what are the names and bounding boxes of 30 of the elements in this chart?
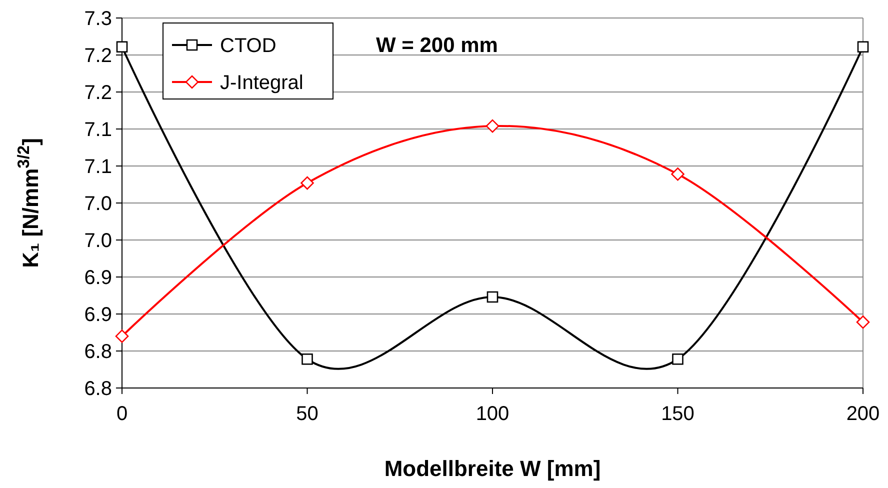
point — [486, 291, 498, 303]
point — [486, 119, 500, 133]
point — [671, 167, 684, 181]
y-tick-label: 6.9 — [84, 304, 112, 326]
y-tick-label: 7.1 — [84, 119, 112, 141]
point — [857, 41, 869, 53]
y-tick-label: 7.2 — [84, 82, 112, 104]
y-tick-label: 7.0 — [84, 230, 112, 252]
x-tick-label: 150 — [661, 403, 694, 425]
point — [856, 315, 870, 329]
y-tick-label: 7.3 — [84, 8, 112, 30]
y-tick-label: 6.9 — [84, 267, 112, 289]
point — [300, 176, 314, 190]
point — [672, 353, 684, 365]
x-tick-label: 200 — [846, 403, 880, 425]
y-tick-label: 7.2 — [84, 45, 112, 67]
x-tick-label: 100 — [476, 403, 510, 425]
y-tick-label: 7.1 — [84, 156, 112, 178]
legend-label: J-Integral — [220, 72, 304, 94]
point — [115, 330, 129, 343]
legend-label: CTOD — [220, 35, 276, 57]
point — [116, 41, 128, 53]
annotation: W = 200 mm — [376, 34, 498, 57]
x-tick-label: 0 — [116, 403, 128, 425]
y-tick-label: 6.8 — [84, 341, 112, 363]
point — [302, 353, 313, 365]
x-axis-title: Modellbreite W [mm] — [384, 456, 601, 481]
x-tick-label: 50 — [296, 403, 318, 425]
y-tick-label: 7.0 — [84, 193, 112, 215]
y-tick-label: 6.8 — [84, 378, 112, 400]
